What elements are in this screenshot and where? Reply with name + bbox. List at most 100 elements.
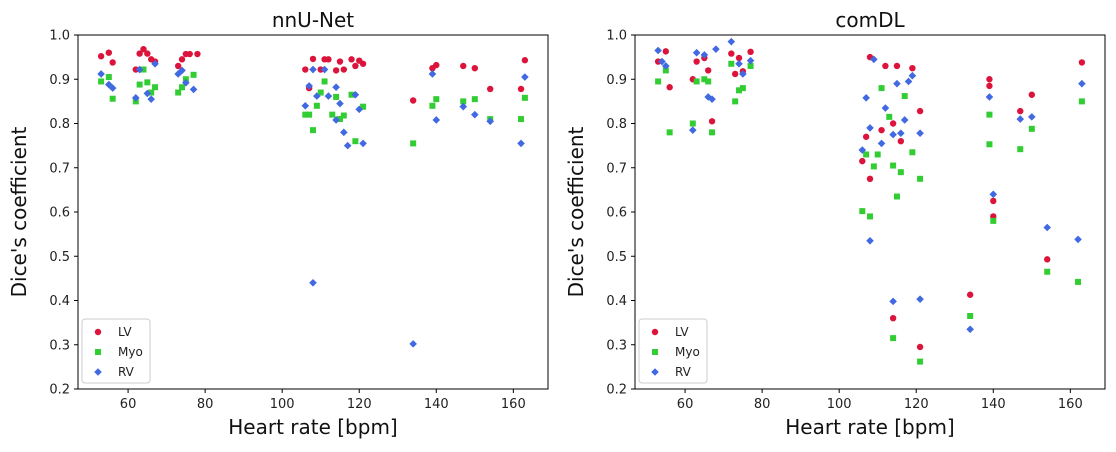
panel-2-rv-point — [662, 62, 670, 70]
panel-2-y-tick-label: 0.7 — [606, 161, 627, 176]
panel-2-rv-point — [654, 46, 662, 55]
panel-2-lv-point — [1078, 59, 1086, 66]
panel-1-myo-point — [429, 102, 436, 109]
panel-2-lv-point — [731, 70, 739, 78]
panel-1-myo-point — [433, 96, 440, 103]
panel-2-y-tick-label: 0.8 — [606, 117, 627, 132]
panel-2-y-tick-label: 0.3 — [606, 338, 627, 353]
panel-1-myo-point — [98, 78, 105, 85]
panel-2-lv-point — [708, 118, 716, 125]
panel-2-legend-marker-myo — [652, 349, 658, 355]
panel-1-rv-point — [301, 102, 310, 110]
panel-1-myo-point — [336, 116, 343, 123]
panel-2-legend-label-lv: LV — [675, 325, 689, 339]
panel-1-lv-point — [433, 61, 440, 69]
panel-2-lv-point — [862, 133, 870, 140]
panel-1-myo-point — [352, 138, 359, 145]
panel-1-y-tick-label: 0.9 — [49, 73, 70, 88]
panel-1-y-tick-label: 0.6 — [49, 206, 70, 221]
panel-1-lv-point — [409, 97, 417, 104]
panel-1-rv-point — [189, 85, 198, 94]
panel-1-rv-point — [135, 65, 144, 74]
panel-2-myo-point — [870, 163, 877, 170]
panel-2-myo-point — [901, 93, 908, 100]
panel-2-rv-point — [916, 129, 924, 138]
panel-1-y-tick-label: 0.7 — [49, 161, 70, 176]
panel-2-lv-point — [735, 54, 743, 62]
panel-2-myo-point — [666, 129, 673, 136]
panel-1-rv-point — [343, 141, 352, 150]
panel-2-rv-point — [889, 130, 897, 139]
panel-2-rv-point — [904, 77, 913, 86]
panel-2-rv-point — [1016, 115, 1025, 123]
panel-2-myo-point — [886, 113, 893, 120]
panel-2-myo-point — [986, 111, 993, 118]
panel-1-y-tick-label: 0.8 — [49, 117, 70, 132]
panel-1-legend-label-lv: LV — [118, 325, 132, 339]
panel-1-rv-point — [432, 116, 441, 124]
panel-1-x-tick-label: 60 — [120, 397, 137, 412]
panel-1-myo-point — [348, 91, 355, 98]
panel-2-x-tick-label: 140 — [981, 397, 1006, 412]
panel-1-myo-point — [105, 74, 112, 81]
panel-2-lv-point — [878, 126, 885, 134]
panel-2-lv-point — [1044, 256, 1051, 263]
panel-2-myo-point — [747, 62, 754, 69]
panel-2-lv-point — [662, 48, 670, 55]
panel-2-rv-point — [692, 48, 701, 57]
panel-1-lv-point — [348, 56, 355, 63]
panel-2-myo-point — [1078, 98, 1085, 105]
panel-2-lv-point — [986, 82, 993, 90]
panel-2-lv-point — [990, 197, 997, 205]
panel-1-myo-point — [313, 102, 320, 109]
panel-1-lv-point — [340, 66, 348, 73]
panel-1-lv-point — [174, 62, 182, 70]
panel-2-rv-point — [1028, 113, 1036, 121]
panel-1-myo-point — [179, 84, 186, 91]
panel-2-lv-point — [966, 291, 974, 298]
panel-1-rv-point — [178, 66, 186, 75]
panel-1-rv-point — [471, 110, 479, 119]
panel-1-rv-point — [108, 84, 117, 92]
panel-2-rv-point — [877, 139, 886, 148]
panel-1-rv-point — [340, 128, 348, 137]
panel-1-lv-point — [194, 50, 201, 58]
panel-2-lv-point — [1017, 107, 1024, 115]
panel-2-y-tick-label: 0.5 — [606, 250, 627, 265]
panel-2-rv-point — [989, 190, 998, 199]
panel-1-lv-point — [140, 45, 147, 53]
panel-1-x-tick-label: 80 — [197, 397, 214, 412]
panel-2-myo-point — [863, 151, 870, 158]
panel-2-rv-point — [739, 70, 747, 78]
panel-1-myo-point — [471, 96, 478, 103]
panel-2-x-tick-label: 80 — [754, 397, 771, 412]
panel-2-x-tick-label: 100 — [827, 397, 852, 412]
panel-1-lv-point — [317, 66, 324, 73]
panel-2-lv-point — [654, 58, 662, 65]
panel-2-lv-point — [893, 62, 901, 70]
panel-1-rv-point — [332, 83, 340, 92]
panel-1-myo-point — [306, 111, 313, 118]
panel-2-myo-point — [990, 217, 997, 224]
panel-1-lv-point — [336, 58, 344, 65]
panel-1-myo-point — [329, 111, 336, 118]
panel-2-rv-point — [893, 79, 901, 88]
panel-2-lv-point — [859, 157, 866, 165]
panel-2-y-tick-label: 0.6 — [606, 206, 627, 221]
panel-1-legend-marker-lv — [94, 328, 102, 336]
panel-2-lv-point — [693, 58, 700, 65]
panel-2-legend-label-rv: RV — [675, 365, 692, 379]
panel-1-lv-point — [309, 55, 317, 63]
panel-2-rv-point — [735, 59, 743, 68]
panel-2-title: comDL — [835, 8, 905, 32]
panel-1-y-tick-label: 0.2 — [49, 383, 70, 398]
panel-1-rv-point — [151, 59, 159, 68]
panel-1-rv-point — [305, 82, 313, 90]
panel-1-lv-point — [517, 85, 525, 93]
panel-2-myo-point — [909, 149, 916, 156]
panel-1-myo-point — [360, 103, 367, 110]
panel-2-rv-point — [1078, 79, 1086, 88]
panel-1-myo-point — [302, 111, 309, 118]
panel-1-y-axis-label: Dice's coefficient — [7, 126, 31, 297]
panel-2-rv-point — [966, 325, 974, 334]
